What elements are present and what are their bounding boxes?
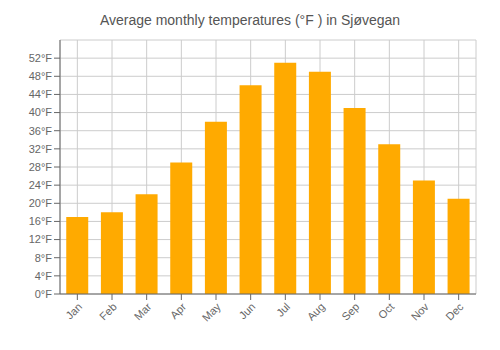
svg-text:28°F: 28°F — [29, 161, 53, 173]
svg-text:Sep: Sep — [339, 300, 361, 322]
svg-text:Jun: Jun — [237, 300, 258, 321]
svg-text:Mar: Mar — [132, 300, 154, 322]
svg-text:32°F: 32°F — [29, 143, 53, 155]
svg-text:Nov: Nov — [409, 300, 432, 323]
svg-text:52°F: 52°F — [29, 52, 53, 64]
svg-text:Aug: Aug — [305, 300, 327, 322]
svg-text:48°F: 48°F — [29, 70, 53, 82]
svg-text:4°F: 4°F — [35, 270, 53, 282]
svg-text:Apr: Apr — [168, 300, 189, 321]
svg-text:Jan: Jan — [63, 300, 84, 321]
svg-text:Dec: Dec — [443, 300, 466, 323]
svg-text:12°F: 12°F — [29, 233, 53, 245]
svg-text:16°F: 16°F — [29, 215, 53, 227]
svg-text:Jul: Jul — [274, 300, 292, 318]
svg-text:20°F: 20°F — [29, 197, 53, 209]
svg-text:44°F: 44°F — [29, 88, 53, 100]
svg-text:0°F: 0°F — [35, 288, 53, 300]
svg-text:24°F: 24°F — [29, 179, 53, 191]
svg-text:8°F: 8°F — [35, 252, 53, 264]
svg-text:May: May — [200, 300, 224, 324]
svg-text:Feb: Feb — [97, 300, 119, 322]
svg-text:36°F: 36°F — [29, 125, 53, 137]
svg-text:Oct: Oct — [376, 300, 397, 321]
html-text:Average monthly temperatures (: Average monthly temperatures (°F ) in Sj… — [99, 12, 401, 28]
svg-text:40°F: 40°F — [29, 106, 53, 118]
